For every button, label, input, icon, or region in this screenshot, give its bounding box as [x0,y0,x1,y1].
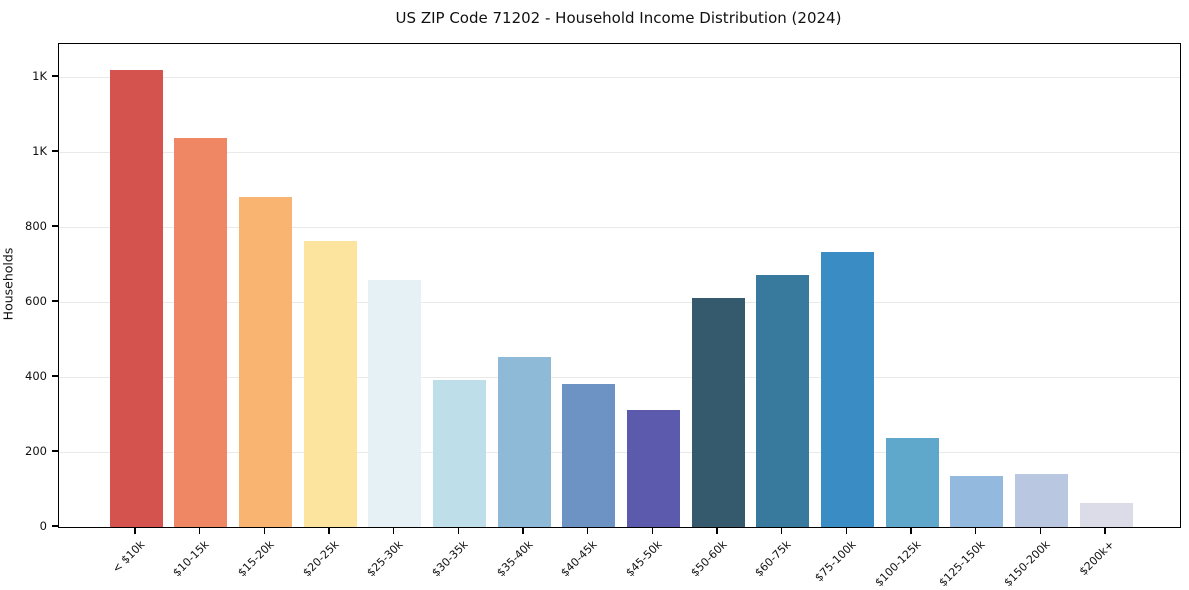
y-tick-label-text: 600 [25,294,47,308]
x-tick-label-text: < $10k [109,538,148,576]
x-tick-mark [1104,527,1106,534]
y-tick-mark [52,300,58,302]
y-tick-mark [52,525,58,527]
y-tick-label-text: 1K [32,144,47,158]
x-tick-mark [392,527,395,534]
x-tick-label-text: $125-150k [936,538,988,590]
y-tick-mark [52,150,58,152]
gridline [59,452,1180,453]
x-tick-mark [198,527,201,534]
y-tick-label-text: 0 [39,519,47,533]
bar [368,280,422,527]
bar [562,384,616,527]
gridline [59,152,1180,153]
gridline [59,77,1180,78]
x-tick-label-text: $150-200k [1001,538,1053,590]
x-tick-label-text: $40-45k [558,538,600,580]
y-tick-mark [52,450,58,452]
x-tick-label-text: $35-40k [493,538,536,580]
x-tick-mark [586,527,589,534]
x-tick-mark [328,527,330,534]
gridline [59,227,1180,228]
bar [691,298,745,527]
gridline [59,302,1180,303]
x-tick-mark [263,527,266,534]
x-tick-mark [974,527,977,534]
bar [238,197,292,527]
y-tick-mark [52,75,58,77]
bar [820,252,874,527]
bar [303,241,357,527]
bar [432,380,486,527]
bar [1014,474,1068,527]
x-tick-label-text: $200k+ [1077,538,1118,579]
x-tick-mark [457,527,460,534]
y-tick-label-text: 200 [25,444,47,458]
x-tick-label-text: $100-125k [872,538,924,590]
bar [174,138,228,527]
x-tick-label-text: $50-60k [687,538,730,580]
x-tick-label-text: $25-30k [364,538,406,580]
x-tick-mark [910,527,912,534]
plot-area [58,43,1181,528]
x-tick-label-text: $75-100k [812,538,859,585]
x-tick-mark [651,527,654,534]
chart-title: US ZIP Code 71202 - Household Income Dis… [395,9,842,27]
bar [885,438,939,527]
x-tick-mark [716,527,718,534]
y-tick-label-text: 1K [32,69,47,83]
gridline [59,377,1180,378]
x-tick-label-text: $45-50k [623,538,665,580]
y-axis-label-text: Households [0,247,16,321]
x-tick-label-text: $15-20k [235,538,277,580]
x-tick-mark [522,527,524,534]
x-tick-mark [134,527,136,534]
y-tick-mark [52,225,58,227]
x-tick-mark [1039,527,1042,534]
y-tick-label-text: 800 [25,219,47,233]
bar [497,357,551,527]
x-tick-mark [845,527,848,534]
bar [756,275,810,527]
y-tick-mark [52,375,58,377]
x-tick-label-text: $20-25k [299,538,342,580]
x-tick-label-text: $10-15k [170,538,212,580]
x-tick-label-text: $60-75k [752,538,794,580]
y-tick-label-text: 400 [25,369,47,383]
bar [950,476,1004,527]
x-tick-label-text: $30-35k [429,538,471,580]
bar [1079,503,1133,527]
bar [109,70,163,527]
x-tick-mark [780,527,783,534]
bar [626,410,680,527]
